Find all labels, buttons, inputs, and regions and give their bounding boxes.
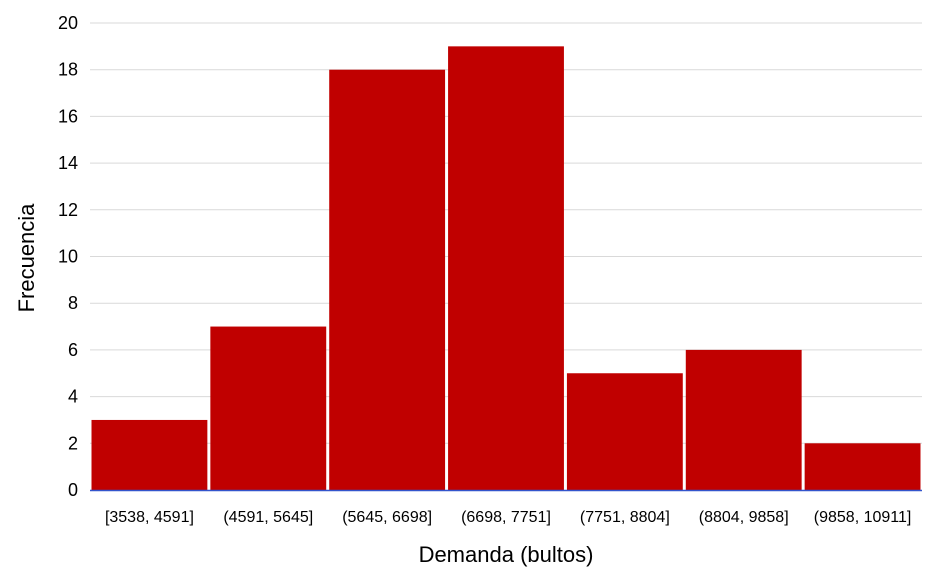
- y-tick-label: 6: [68, 340, 78, 360]
- y-tick-label: 18: [58, 60, 78, 80]
- y-tick-label: 14: [58, 153, 78, 173]
- x-tick-label: (7751, 8804]: [580, 509, 670, 526]
- bars: [91, 46, 921, 490]
- x-axis-title: Demanda (bultos): [419, 542, 594, 567]
- bar: [329, 69, 446, 490]
- x-tick-label: (9858, 10911]: [814, 509, 912, 526]
- x-tick-labels: [3538, 4591] (4591, 5645] (5645, 6698] (669…: [105, 509, 911, 526]
- bar: [804, 443, 921, 490]
- y-tick-label: 16: [58, 106, 78, 126]
- y-tick-label: 10: [58, 247, 78, 267]
- y-tick-label: 20: [58, 13, 78, 33]
- y-tick-label: 12: [58, 200, 78, 220]
- x-tick-label: (5645, 6698]: [342, 509, 432, 526]
- bar: [448, 46, 564, 490]
- y-tick-label: 4: [68, 387, 78, 407]
- y-tick-label: 8: [68, 293, 78, 313]
- x-tick-label: (4591, 5645]: [223, 509, 313, 526]
- y-tick-label: 2: [68, 433, 78, 453]
- bar: [91, 419, 208, 490]
- x-tick-label: (8804, 9858]: [699, 509, 789, 526]
- y-tick-labels: 0 2 4 6 8 10 12 14 16 18 20: [58, 13, 78, 500]
- x-tick-label: (6698, 7751]: [461, 509, 551, 526]
- bar: [566, 373, 683, 490]
- y-tick-label: 0: [68, 480, 78, 500]
- bar: [210, 326, 327, 490]
- bar: [685, 349, 802, 490]
- y-axis-title: Frecuencia: [14, 203, 39, 313]
- x-tick-label: [3538, 4591]: [105, 509, 194, 526]
